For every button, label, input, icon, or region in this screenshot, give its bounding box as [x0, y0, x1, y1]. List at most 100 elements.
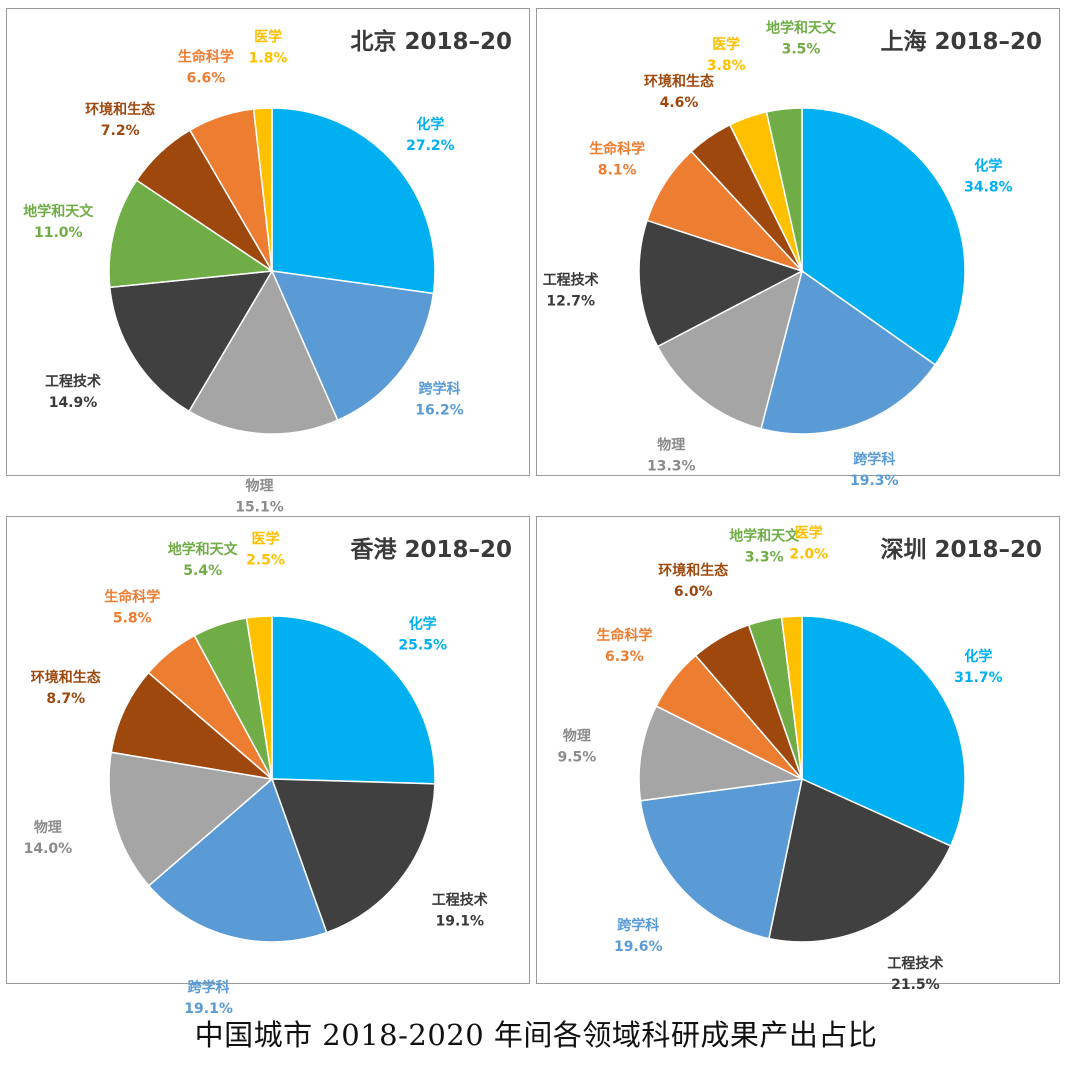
- slice-label-beijing-2: 物理: [246, 478, 274, 495]
- slice-label-beijing-4: 地学和天文: [23, 203, 94, 220]
- slice-label-shanghai-7: 地学和天文: [766, 19, 837, 36]
- slices-hongkong: [108, 615, 436, 943]
- slice-value-hongkong-1: 19.1%: [436, 914, 485, 930]
- pie-slice-beijing-2: [188, 269, 339, 435]
- slices-beijing: [108, 107, 436, 435]
- slice-value-shenzhen-6: 3.3%: [745, 550, 784, 566]
- pie-slice-hongkong-0: [271, 615, 436, 785]
- pie-panel-shenzhen: 深圳 2018–20 化学 31.7% 工程技术 21.5% 跨学科 19.6% 物理 9.5%…: [536, 516, 1060, 993]
- pie-chart-hongkong: 香港 2018–20 化学 25.5% 工程技术 19.1% 跨学科 19.1% 物理 14.0…: [24, 531, 512, 1018]
- slice-label-shenzhen-4: 生命科学: [596, 627, 652, 644]
- slice-label-shanghai-5: 环境和生态: [644, 73, 714, 90]
- pie-slice-shenzhen-1: [768, 777, 952, 943]
- slice-label-shenzhen-3: 物理: [563, 728, 591, 745]
- slice-label-shanghai-1: 跨学科: [853, 451, 895, 468]
- slice-value-hongkong-0: 25.5%: [398, 638, 447, 654]
- slice-label-beijing-3: 工程技术: [45, 373, 101, 390]
- pie-slice-hongkong-4: [110, 671, 275, 781]
- slice-value-shanghai-2: 13.3%: [647, 458, 696, 474]
- slice-label-beijing-5: 环境和生态: [85, 101, 155, 118]
- pie-slice-hongkong-1: [270, 778, 436, 934]
- pie-slice-hongkong-7: [245, 615, 273, 780]
- slice-value-hongkong-4: 8.7%: [46, 691, 85, 707]
- slice-label-beijing-6: 生命科学: [178, 49, 234, 66]
- pie-slice-beijing-1: [270, 270, 435, 422]
- slice-value-shenzhen-0: 31.7%: [954, 670, 1003, 686]
- chart-title-hongkong: 香港 2018–20: [350, 537, 512, 563]
- pie-slice-shanghai-7: [765, 107, 803, 272]
- pie-chart-shenzhen: 深圳 2018–20 化学 31.7% 工程技术 21.5% 跨学科 19.6% 物理 9.5%…: [557, 524, 1042, 993]
- slice-value-shanghai-6: 3.8%: [707, 58, 746, 74]
- slice-value-beijing-7: 1.8%: [249, 50, 288, 66]
- slice-value-hongkong-6: 5.4%: [183, 563, 222, 579]
- pie-slice-shenzhen-3: [638, 705, 805, 802]
- slice-label-hongkong-1: 工程技术: [432, 892, 488, 909]
- slice-value-shenzhen-4: 6.3%: [605, 649, 644, 665]
- pie-panel-hongkong: 香港 2018–20 化学 25.5% 工程技术 19.1% 跨学科 19.1% 物理 14.0…: [6, 516, 530, 1018]
- slice-label-hongkong-5: 生命科学: [104, 588, 160, 605]
- chart-title-beijing: 北京 2018–20: [350, 28, 512, 55]
- pie-panel-beijing: 北京 2018–20 化学 27.2% 跨学科 16.2% 物理 15.1% 工程技术 14.9…: [6, 8, 530, 516]
- slice-value-beijing-5: 7.2%: [101, 123, 140, 139]
- pie-slice-shanghai-2: [656, 269, 804, 430]
- slice-value-shanghai-4: 8.1%: [598, 163, 637, 179]
- slice-label-hongkong-2: 跨学科: [188, 979, 230, 996]
- slice-value-beijing-1: 16.2%: [415, 403, 464, 419]
- slice-label-shenzhen-5: 环境和生态: [658, 562, 728, 579]
- slice-label-shanghai-0: 化学: [974, 157, 1002, 174]
- slice-value-hongkong-2: 19.1%: [184, 1001, 233, 1017]
- slice-value-hongkong-7: 2.5%: [246, 553, 285, 569]
- pie-slice-hongkong-3: [108, 751, 274, 887]
- slice-label-hongkong-3: 物理: [34, 819, 62, 836]
- slice-value-shanghai-7: 3.5%: [782, 41, 821, 57]
- slice-label-shenzhen-0: 化学: [964, 648, 992, 665]
- slice-value-hongkong-3: 14.0%: [24, 841, 73, 857]
- pie-slice-shanghai-3: [638, 219, 804, 348]
- slice-label-hongkong-7: 医学: [252, 531, 280, 548]
- pie-slice-shenzhen-7: [780, 615, 803, 780]
- slice-label-hongkong-0: 化学: [409, 616, 437, 633]
- slice-value-beijing-0: 27.2%: [406, 138, 455, 154]
- pie-slice-shanghai-1: [760, 269, 937, 435]
- slice-label-hongkong-4: 环境和生态: [31, 669, 101, 686]
- pie-slice-shanghai-0: [801, 107, 966, 366]
- pie-slice-beijing-0: [271, 107, 436, 295]
- slice-value-shenzhen-2: 19.6%: [614, 939, 663, 955]
- slice-label-shenzhen-1: 工程技术: [887, 955, 943, 972]
- slice-label-shanghai-6: 医学: [712, 36, 740, 53]
- pie-slice-beijing-3: [108, 270, 274, 413]
- pie-slice-shenzhen-0: [801, 615, 966, 847]
- slice-label-beijing-1: 跨学科: [419, 381, 461, 398]
- slice-label-shenzhen-7: 医学: [795, 524, 823, 541]
- pie-chart-beijing: 北京 2018–20 化学 27.2% 跨学科 16.2% 物理 15.1% 工程技术 14.9…: [23, 28, 512, 516]
- slice-value-shanghai-0: 34.8%: [964, 179, 1013, 195]
- slice-label-beijing-0: 化学: [416, 116, 444, 133]
- slice-value-beijing-6: 6.6%: [186, 71, 225, 87]
- pie-slice-shenzhen-2: [639, 778, 803, 940]
- slice-label-shanghai-2: 物理: [657, 436, 685, 453]
- slice-value-shenzhen-5: 6.0%: [674, 584, 713, 600]
- chart-title-shenzhen: 深圳 2018–20: [880, 537, 1042, 563]
- slice-label-shanghai-3: 工程技术: [543, 271, 599, 288]
- pie-panel-shanghai: 上海 2018–20 化学 34.8% 跨学科 19.3% 物理 13.3% 工程技术 12.7…: [536, 8, 1060, 489]
- slice-label-shanghai-4: 生命科学: [589, 141, 645, 158]
- slice-value-shanghai-3: 12.7%: [546, 293, 595, 309]
- slice-value-shanghai-1: 19.3%: [850, 473, 899, 489]
- slices-shenzhen: [638, 615, 966, 943]
- slice-value-beijing-2: 15.1%: [235, 500, 284, 516]
- slices-shanghai: [638, 107, 966, 435]
- slice-value-shenzhen-1: 21.5%: [891, 977, 940, 993]
- slice-value-shenzhen-3: 9.5%: [557, 750, 596, 766]
- slice-value-beijing-3: 14.9%: [49, 395, 98, 411]
- slice-value-hongkong-5: 5.8%: [113, 610, 152, 626]
- pie-chart-shanghai: 上海 2018–20 化学 34.8% 跨学科 19.3% 物理 13.3% 工程技术 12.7…: [543, 19, 1042, 489]
- slice-value-shanghai-5: 4.6%: [660, 95, 699, 111]
- slice-label-shenzhen-2: 跨学科: [617, 917, 659, 934]
- slice-value-shenzhen-7: 2.0%: [789, 546, 828, 562]
- pie-slice-beijing-7: [252, 107, 273, 272]
- slice-label-shenzhen-6: 地学和天文: [729, 528, 800, 545]
- pie-slice-beijing-4: [108, 179, 275, 289]
- slice-label-beijing-7: 医学: [254, 28, 282, 45]
- chart-title-shanghai: 上海 2018–20: [880, 28, 1042, 55]
- figure-caption: 中国城市 2018-2020 年间各领域科研成果产出占比: [194, 1018, 878, 1052]
